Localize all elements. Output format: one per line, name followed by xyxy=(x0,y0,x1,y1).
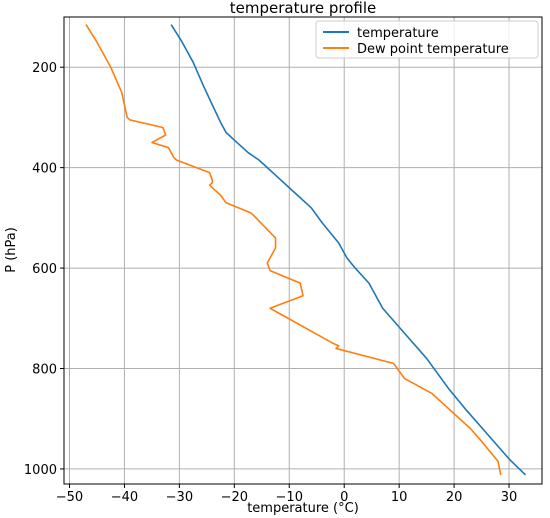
axes-layer: −50 −40 −30 −20 −10 0 10 20 30 200 400 600 800 1000 xyxy=(24,61,517,505)
plot-frame xyxy=(63,16,543,485)
legend-label-temperature: temperature xyxy=(357,26,439,41)
y-tick-label: 600 xyxy=(32,262,57,277)
x-tick-label: −10 xyxy=(276,490,303,505)
x-tick-label: 10 xyxy=(391,490,408,505)
y-tick-label: 400 xyxy=(32,162,57,177)
x-tick-label: −40 xyxy=(111,490,138,505)
legend-label-dew-point: Dew point temperature xyxy=(357,42,509,57)
y-tick-label: 1000 xyxy=(24,463,57,478)
x-tick-label: 0 xyxy=(340,490,348,505)
x-tick-label: −20 xyxy=(221,490,248,505)
x-tick-label: 20 xyxy=(446,490,463,505)
series-line-temperature xyxy=(170,24,527,476)
series-line-dew-point xyxy=(85,24,502,476)
chart-title: temperature profile xyxy=(230,0,376,17)
y-tick-label: 200 xyxy=(32,61,57,76)
x-tick-label: 30 xyxy=(501,490,518,505)
legend-box xyxy=(315,20,539,59)
grid-layer xyxy=(64,17,542,484)
series-layer xyxy=(85,24,527,476)
y-tick-label: 800 xyxy=(32,363,57,378)
legend: temperature Dew point temperature xyxy=(315,20,539,59)
x-tick-label: −30 xyxy=(166,490,193,505)
x-axis-label: temperature (°C) xyxy=(247,501,359,516)
y-axis-label: P (hPa) xyxy=(4,227,19,273)
x-tick-label: −50 xyxy=(56,490,83,505)
